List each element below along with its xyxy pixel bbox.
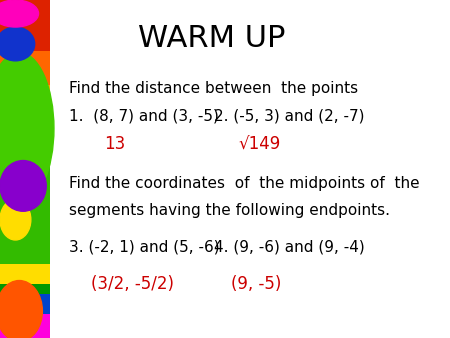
Text: 13: 13	[104, 135, 125, 153]
Ellipse shape	[0, 161, 46, 211]
Text: (9, -5): (9, -5)	[231, 275, 282, 293]
Bar	[0, 264, 50, 284]
Text: segments having the following endpoints.: segments having the following endpoints.	[69, 203, 390, 218]
Text: 2. (-5, 3) and (2, -7): 2. (-5, 3) and (2, -7)	[214, 108, 364, 123]
Text: (3/2, -5/2): (3/2, -5/2)	[90, 275, 174, 293]
Text: 3. (-2, 1) and (5, -6): 3. (-2, 1) and (5, -6)	[69, 240, 220, 255]
Ellipse shape	[0, 52, 54, 204]
Bar	[0, 284, 50, 294]
Text: Find the distance between  the points: Find the distance between the points	[69, 81, 359, 96]
Bar	[0, 118, 50, 152]
Bar	[0, 84, 50, 118]
Bar	[0, 152, 50, 264]
Bar	[0, 0, 50, 51]
Text: Find the coordinates  of  the midpoints of  the: Find the coordinates of the midpoints of…	[69, 176, 420, 191]
Bar	[0, 294, 50, 314]
Ellipse shape	[0, 0, 39, 27]
Bar	[0, 51, 50, 84]
Text: 4. (9, -6) and (9, -4): 4. (9, -6) and (9, -4)	[214, 240, 364, 255]
Ellipse shape	[0, 199, 31, 240]
Bar	[0, 314, 50, 338]
Text: 1.  (8, 7) and (3, -5): 1. (8, 7) and (3, -5)	[69, 108, 219, 123]
Text: √149: √149	[239, 135, 281, 153]
Ellipse shape	[0, 281, 42, 338]
Ellipse shape	[0, 27, 35, 61]
Text: WARM UP: WARM UP	[138, 24, 286, 53]
